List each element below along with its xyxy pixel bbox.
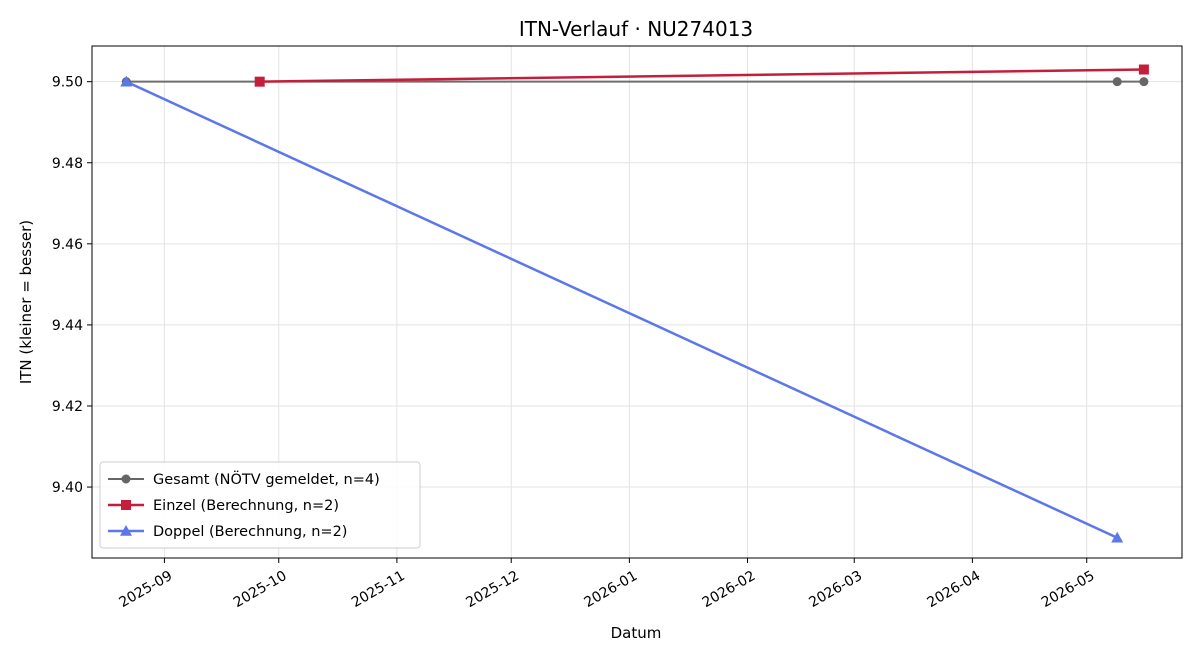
y-tick-label: 9.48 — [52, 156, 83, 172]
data-point — [1112, 77, 1122, 87]
legend-item: Doppel (Berechnung, n=2) — [108, 524, 347, 540]
series-layer — [120, 64, 1149, 543]
chart-title: ITN-Verlauf · NU274013 — [519, 17, 753, 41]
y-tick-label: 9.46 — [52, 237, 83, 253]
x-tick-label: 2026-02 — [700, 568, 759, 611]
legend-item: Einzel (Berechnung, n=2) — [108, 498, 339, 514]
legend-swatch-marker — [120, 525, 132, 536]
x-axis: 2025-09 2025-10 2025-11 2025-12 2026-01 2026-… — [117, 558, 1098, 611]
y-tick-label: 9.42 — [52, 399, 83, 415]
series-line — [125, 80, 1118, 539]
x-tick-label: 2025-12 — [463, 568, 522, 611]
plot-frame — [91, 45, 1183, 559]
y-axis: 9.40 9.42 9.44 9.46 9.48 9.50 — [52, 75, 92, 496]
legend-item: Gesamt (NÖTV gemeldet, n=4) — [108, 470, 380, 488]
x-tick-label: 2025-09 — [117, 568, 176, 611]
legend-label: Doppel (Berechnung, n=2) — [153, 524, 347, 540]
y-tick-label: 9.40 — [52, 480, 83, 496]
x-tick-label: 2025-11 — [349, 568, 408, 611]
x-tick-label: 2026-04 — [925, 568, 984, 611]
y-axis-label: ITN (kleiner = besser) — [17, 220, 35, 384]
x-tick-label: 2026-05 — [1039, 568, 1098, 611]
data-point — [1139, 77, 1149, 87]
y-tick-label: 9.44 — [52, 318, 83, 334]
series-line — [259, 68, 1144, 83]
series-3 — [120, 75, 1124, 543]
legend-swatch-marker — [121, 500, 131, 510]
legend-box — [99, 461, 421, 549]
legend: Gesamt (NÖTV gemeldet, n=4) Einzel (Berec… — [99, 461, 421, 549]
legend-label: Gesamt (NÖTV gemeldet, n=4) — [153, 470, 380, 488]
y-tick-label: 9.50 — [52, 75, 83, 91]
data-point — [1111, 531, 1124, 543]
x-tick-label: 2026-03 — [806, 568, 865, 611]
legend-swatch-marker — [121, 474, 131, 484]
series-2 — [254, 64, 1149, 87]
grid-lines — [92, 46, 1182, 558]
data-point — [1138, 64, 1149, 75]
x-tick-label: 2025-10 — [231, 568, 290, 611]
x-tick-label: 2026-01 — [582, 568, 641, 611]
legend-label: Einzel (Berechnung, n=2) — [153, 498, 339, 514]
data-point — [254, 76, 265, 87]
data-point — [120, 75, 133, 87]
x-axis-label: Datum — [611, 624, 662, 642]
